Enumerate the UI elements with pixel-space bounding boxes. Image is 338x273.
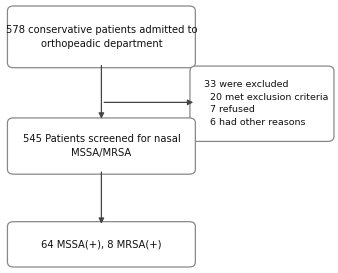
FancyBboxPatch shape xyxy=(7,6,195,68)
Text: 33 were excluded
  20 met exclusion criteria
  7 refused
  6 had other reasons: 33 were excluded 20 met exclusion criter… xyxy=(204,81,329,127)
FancyBboxPatch shape xyxy=(7,222,195,267)
Text: 64 MSSA(+), 8 MRSA(+): 64 MSSA(+), 8 MRSA(+) xyxy=(41,239,162,249)
Text: 578 conservative patients admitted to
orthopeadic department: 578 conservative patients admitted to or… xyxy=(6,25,197,49)
Text: 545 Patients screened for nasal
MSSA/MRSA: 545 Patients screened for nasal MSSA/MRS… xyxy=(23,134,180,158)
FancyBboxPatch shape xyxy=(190,66,334,141)
FancyBboxPatch shape xyxy=(7,118,195,174)
